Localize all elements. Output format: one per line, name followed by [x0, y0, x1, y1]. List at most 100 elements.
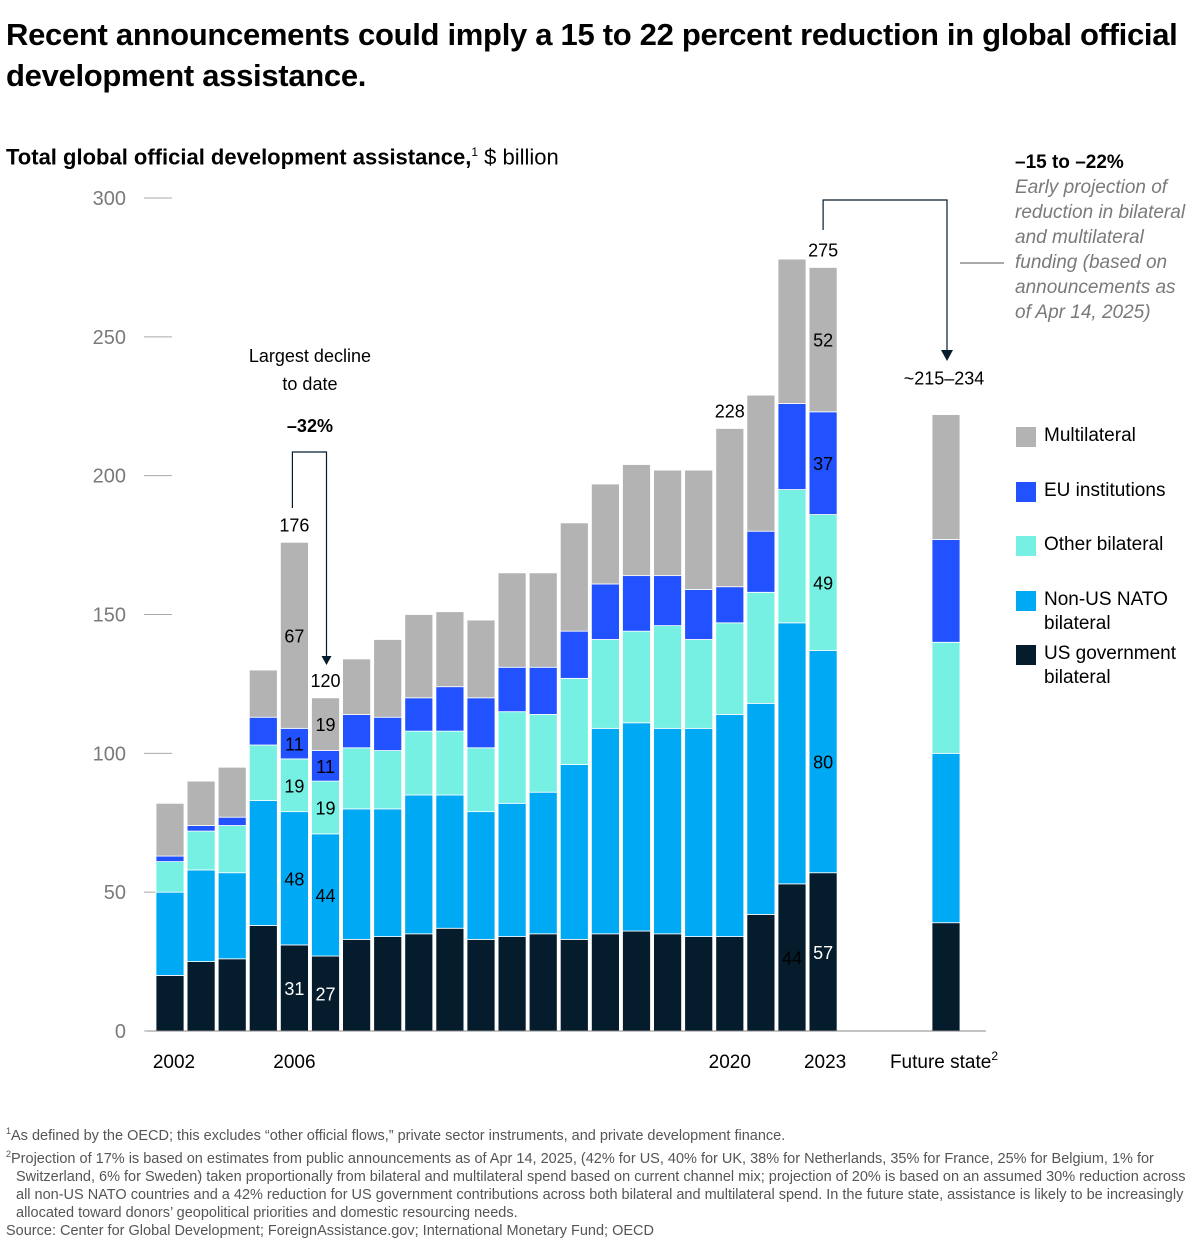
bar-segment-2023-other_bilateral [808, 514, 838, 651]
bar-segment-2002-multilateral [155, 802, 185, 857]
y-tick-label-0: 0 [115, 1021, 126, 1043]
decline-annotation-line1: Largest decline [249, 346, 371, 366]
segment-label-2006-eu_institutions: 11 [285, 735, 304, 755]
bar-segment-2020-eu_institutions [715, 586, 745, 624]
footnote-1-marker: 1 [6, 1126, 12, 1136]
total-label-future-state: ~215–234 [904, 369, 985, 389]
bar-segment-2013-multilateral [497, 572, 527, 668]
total-label-2006: 176 [279, 515, 309, 535]
footnotes: 1As defined by the OECD; this excludes “… [6, 1122, 1186, 1240]
legend-label-us-government: US government bilateral [1044, 643, 1177, 688]
bar-segment-2002-non_us_nato [155, 891, 185, 976]
bar-segment-2011-eu_institutions [435, 686, 465, 732]
bar-segment-2009-other_bilateral [373, 750, 403, 810]
segment-label-2022-us_government: 44 [782, 948, 802, 968]
bar-segment-2022-non_us_nato [777, 622, 807, 885]
bar-segment-2008-non_us_nato [342, 808, 372, 940]
bar-segment-2005-us_government [248, 925, 278, 1032]
x-label-2020: 2020 [709, 1052, 751, 1073]
segment-label-2006-us_government: 31 [284, 979, 304, 999]
bar-segment-2015-multilateral [559, 522, 589, 632]
legend-swatch-us-government [1016, 645, 1036, 665]
bar-segment-2021-us_government [746, 913, 776, 1032]
annotations-group: Largest decline to date –32% [249, 199, 1004, 665]
bar-segment-2006-non_us_nato [279, 811, 309, 946]
bar-segment-2023-eu_institutions [808, 411, 838, 515]
segment-label-2023-other_bilateral: 49 [813, 574, 833, 594]
bar-segment-2014-us_government [528, 933, 558, 1032]
bar-segment-2011-non_us_nato [435, 794, 465, 929]
bar-segment-2017-us_government [622, 930, 651, 1032]
bar-segment-future-state-eu_institutions [931, 539, 961, 643]
bar-segment-2002-us_government [155, 975, 185, 1032]
segment-label-2007-eu_institutions: 11 [316, 757, 335, 777]
segment-label-2023-eu_institutions: 37 [813, 454, 833, 474]
bar-segment-2007-non_us_nato [311, 833, 340, 957]
segment-label-2006-other_bilateral: 19 [284, 776, 304, 796]
bar-segment-2018-multilateral [653, 469, 682, 577]
segment-label-2007-us_government: 27 [315, 985, 335, 1005]
x-label-2023: 2023 [804, 1052, 846, 1073]
bar-segment-2019-multilateral [684, 469, 714, 590]
decline-connector-line [291, 451, 328, 656]
bar-segment-2005-non_us_nato [248, 800, 278, 926]
bar-segment-2010-us_government [404, 933, 434, 1032]
segment-label-2023-us_government: 57 [813, 943, 833, 963]
total-label-2023: 275 [808, 240, 838, 260]
bar-segment-2003-multilateral [186, 780, 216, 826]
bar-segment-2021-other_bilateral [746, 591, 776, 704]
footnote-2-text: Projection of 17% is based on estimates … [11, 1150, 1186, 1221]
bar-segment-2018-us_government [653, 933, 682, 1032]
bar-segment-2022-multilateral [777, 258, 807, 404]
bar-segment-2016-other_bilateral [591, 639, 620, 729]
legend-swatch-eu-institutions [1016, 482, 1036, 502]
bar-segment-2015-other_bilateral [559, 677, 589, 765]
bar-segment-2010-multilateral [404, 614, 434, 699]
decline-annotation-line2: to date [282, 374, 337, 394]
x-axis: 2002 2006 2020 2023 Future state2 [147, 1030, 998, 1073]
footnote-2: 2Projection of 17% is based on estimates… [6, 1145, 1186, 1222]
legend-swatch-non-us-nato [1016, 591, 1036, 611]
bar-segment-2013-other_bilateral [497, 711, 527, 804]
total-label-2007: 120 [310, 671, 340, 691]
bar-segment-2010-other_bilateral [404, 730, 434, 796]
bar-segment-2008-other_bilateral [342, 747, 372, 810]
y-tick-label-300: 300 [93, 188, 126, 210]
segment-label-2006-multilateral: 67 [284, 626, 304, 646]
reduction-note-body: Early projection of reduction in bilater… [1015, 177, 1186, 323]
bar-segment-2017-other_bilateral [622, 630, 651, 724]
footnote-1: 1As defined by the OECD; this excludes “… [6, 1122, 1186, 1145]
bar-segment-2016-eu_institutions [591, 583, 620, 640]
bar-segment-2005-eu_institutions [248, 716, 278, 746]
bar-segment-2003-non_us_nato [186, 869, 216, 962]
bar-segment-2012-multilateral [466, 619, 496, 699]
bar-segment-2004-multilateral [217, 766, 247, 818]
bar-segment-2008-multilateral [342, 658, 372, 715]
subtitle-footnote-marker: 1 [471, 145, 479, 159]
bar-segment-2003-us_government [186, 961, 216, 1032]
bar-segment-2015-us_government [559, 938, 589, 1032]
bar-segment-2016-non_us_nato [591, 727, 620, 935]
bar-segment-2016-us_government [591, 933, 620, 1032]
bar-segment-2014-non_us_nato [528, 791, 558, 935]
bar-segment-2009-non_us_nato [373, 808, 403, 937]
bar-segment-2021-eu_institutions [746, 530, 776, 593]
bar-segment-2019-eu_institutions [684, 589, 714, 640]
total-label-2020: 228 [715, 401, 745, 421]
bar-segment-2017-eu_institutions [622, 575, 651, 632]
bar-segment-2014-other_bilateral [528, 714, 558, 793]
bar-segment-2020-non_us_nato [715, 714, 745, 937]
bar-segment-2008-us_government [342, 938, 372, 1032]
chart-subtitle: Total global official development assist… [6, 138, 559, 171]
legend-swatch-other-bilateral [1016, 536, 1036, 556]
x-label-future-state: Future state2 [890, 1049, 998, 1073]
subtitle-unit: $ billion [478, 144, 559, 170]
legend-label-eu-institutions: EU institutions [1044, 480, 1166, 501]
bar-segment-2022-other_bilateral [777, 489, 807, 624]
x-label-future-state-text: Future state [890, 1052, 991, 1073]
bar-segment-2008-eu_institutions [342, 714, 372, 749]
bar-segment-2007-multilateral [311, 697, 340, 751]
legend-swatch-multilateral [1016, 427, 1036, 447]
segment-label-2006-non_us_nato: 48 [284, 869, 304, 889]
